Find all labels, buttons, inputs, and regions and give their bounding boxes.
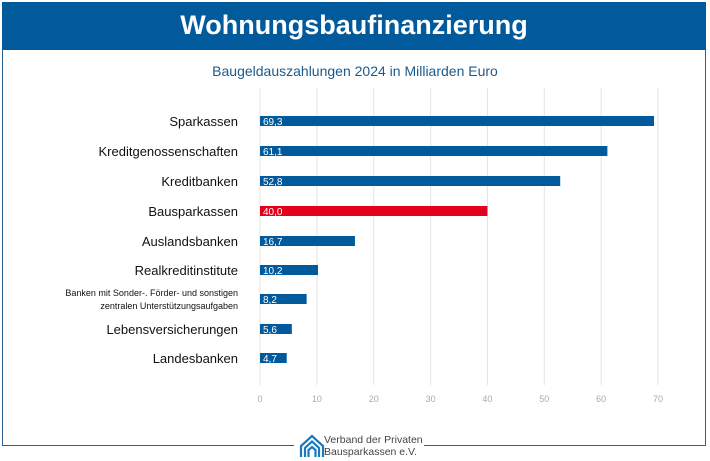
category-label: Sparkassen	[169, 114, 238, 129]
category-label: Auslandsbanken	[142, 234, 238, 249]
category-label: Kreditbanken	[161, 174, 238, 189]
category-label: Kreditgenossenschaften	[99, 144, 238, 159]
x-tick-label: 0	[257, 394, 262, 404]
data-label: 52,8	[263, 177, 283, 188]
data-label: 5,6	[263, 325, 277, 336]
bar	[260, 353, 287, 363]
logo-line2: Bausparkassen e.V.	[324, 446, 418, 458]
x-tick-label: 60	[596, 394, 606, 404]
bar	[260, 324, 292, 334]
data-label: 16,7	[263, 237, 283, 248]
data-label: 8,2	[263, 295, 277, 306]
bar	[260, 265, 318, 275]
x-tick-label: 30	[426, 394, 436, 404]
category-label: zentralen Unterstützungsaufgaben	[100, 301, 238, 311]
x-tick-label: 40	[482, 394, 492, 404]
category-label: Bausparkassen	[148, 204, 238, 219]
bar	[260, 206, 488, 216]
bar	[260, 146, 608, 156]
data-label: 69,3	[263, 117, 283, 128]
bar	[260, 176, 561, 186]
data-label: 4,7	[263, 354, 277, 365]
data-label: 40,0	[263, 207, 283, 218]
category-label: Banken mit Sonder-. Förder- und sonstige…	[65, 288, 238, 298]
chart-title: Baugeldauszahlungen 2024 in Milliarden E…	[212, 63, 498, 79]
logo-line1: Verband der Privaten	[324, 434, 423, 446]
x-tick-label: 50	[539, 394, 549, 404]
bar	[260, 294, 307, 304]
houses-icon	[299, 434, 325, 457]
x-tick-label: 20	[369, 394, 379, 404]
category-label: Realkreditinstitute	[135, 263, 238, 278]
data-label: 61,1	[263, 147, 283, 158]
logo: Verband der Privaten Bausparkassen e.V.	[294, 432, 424, 460]
page-title: Wohnungsbaufinanzierung	[2, 2, 706, 50]
category-label: Landesbanken	[153, 351, 238, 366]
category-label: Lebensversicherungen	[106, 322, 238, 337]
bar	[260, 236, 355, 246]
x-tick-label: 70	[653, 394, 663, 404]
x-tick-label: 10	[312, 394, 322, 404]
data-label: 10,2	[263, 266, 283, 277]
bar	[260, 116, 655, 126]
